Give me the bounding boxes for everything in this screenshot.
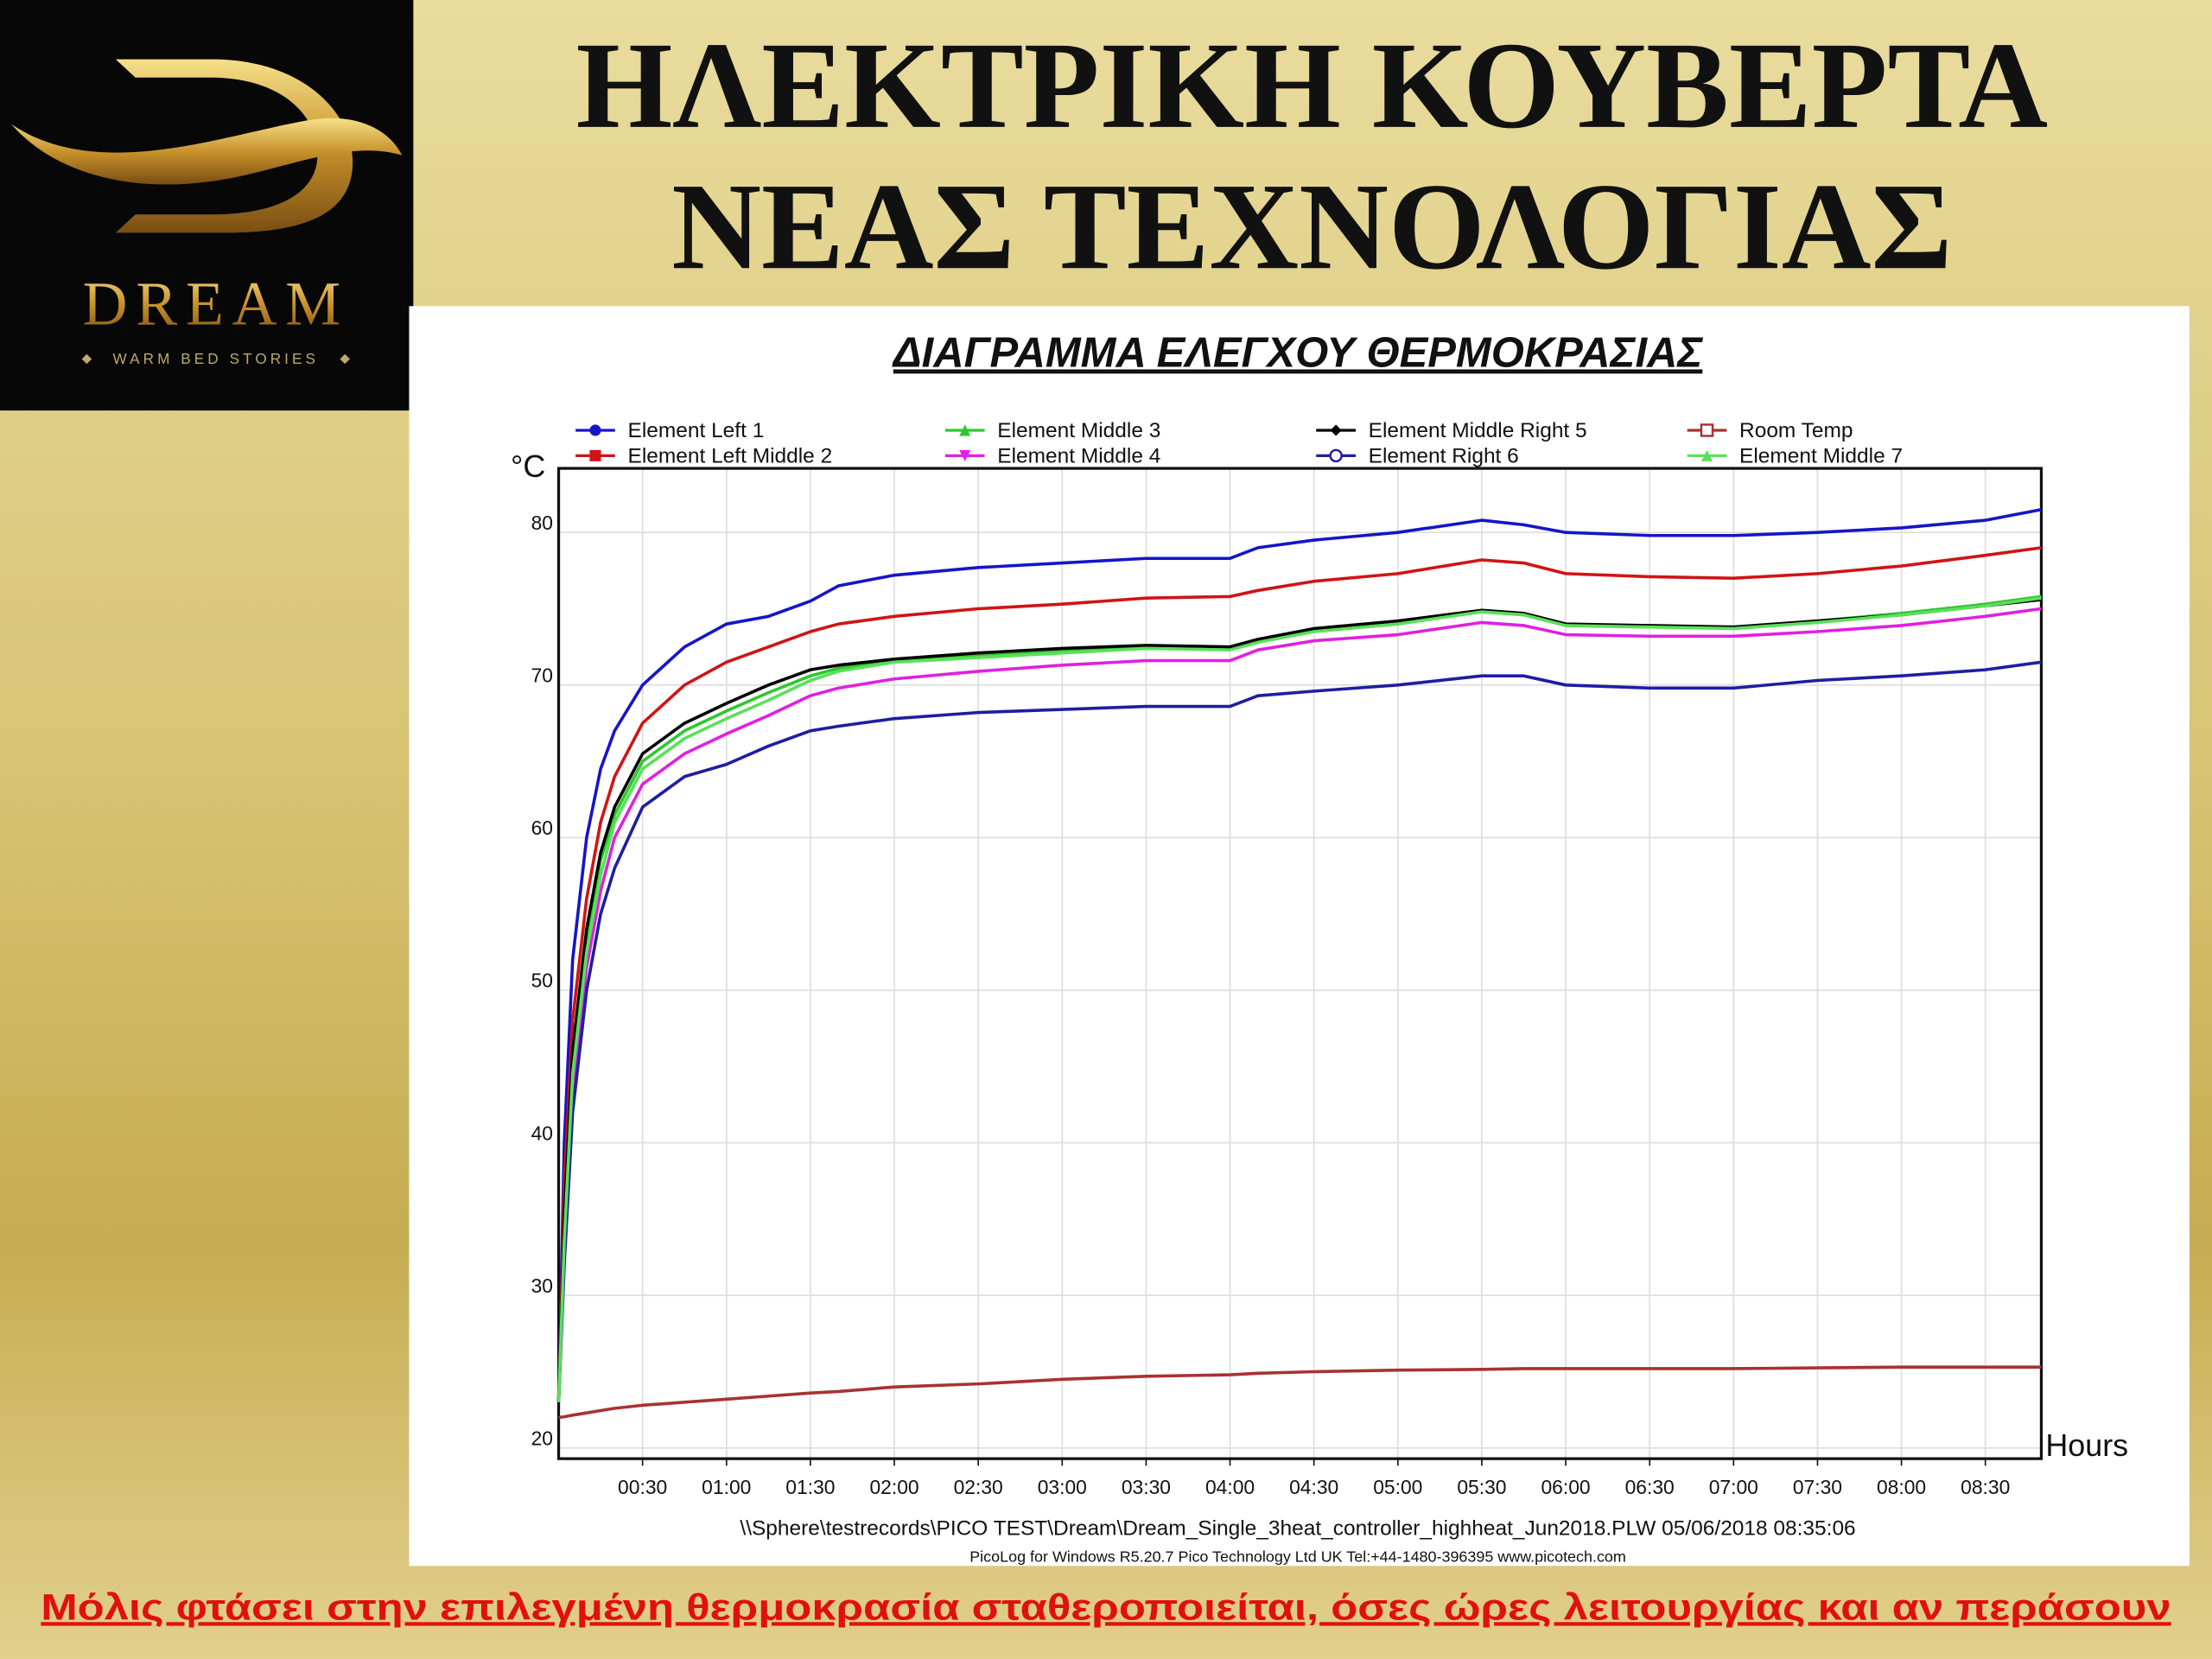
y-axis-label: °C bbox=[511, 448, 545, 484]
plot: 20 30 40 50 60 70 80 00:30 01:00 01:30 02:00 02:30 0… bbox=[531, 419, 2044, 1498]
logo-ornament bbox=[340, 353, 350, 365]
x-tick-label: 00:30 bbox=[618, 1476, 667, 1498]
x-tick-label: 03:30 bbox=[1122, 1476, 1171, 1498]
series-line bbox=[556, 660, 2042, 1402]
x-tick-label: 06:30 bbox=[1625, 1476, 1675, 1498]
x-tick-label: 05:00 bbox=[1373, 1476, 1422, 1498]
chart-footer: \\Sphere\testrecords\PICO TEST\Dream\Dre… bbox=[740, 1516, 1855, 1540]
legend-label: Room Temp bbox=[1739, 419, 1853, 442]
x-tick-label: 07:30 bbox=[1793, 1476, 1842, 1498]
x-tick-label: 02:30 bbox=[954, 1476, 1003, 1498]
legend-marker bbox=[589, 424, 601, 436]
logo-d bbox=[115, 59, 353, 233]
y-tick-label: 80 bbox=[531, 512, 553, 534]
y-tick-label: 70 bbox=[531, 664, 553, 687]
legend-marker bbox=[959, 449, 971, 461]
logo-name: DREAM bbox=[83, 270, 349, 339]
legend-label: Element Middle 4 bbox=[997, 445, 1160, 468]
x-tick-label: 01:30 bbox=[785, 1476, 835, 1498]
legend-marker bbox=[1330, 424, 1342, 436]
legend-marker bbox=[1700, 423, 1714, 437]
legend-label: Element Middle Right 5 bbox=[1369, 419, 1587, 442]
legend-label: Element Left 1 bbox=[628, 419, 765, 442]
legend-label: Element Middle 3 bbox=[997, 419, 1160, 442]
x-tick-label: 08:30 bbox=[1961, 1476, 2010, 1498]
series-line bbox=[558, 1365, 2042, 1420]
y-tick-label: 50 bbox=[531, 969, 553, 992]
chart-panel bbox=[409, 306, 2190, 1567]
legend-marker bbox=[1329, 448, 1343, 463]
x-tick-label: 04:00 bbox=[1205, 1476, 1255, 1498]
x-tick-label: 08:00 bbox=[1877, 1476, 1926, 1498]
series-line bbox=[556, 607, 2042, 1402]
caption: Μόλις φτάσει στην επιλεγμένη θερμοκρασία… bbox=[41, 1586, 2171, 1627]
x-axis-label: Hours bbox=[2045, 1427, 2128, 1463]
logo-tagline: WARM BED STORIES bbox=[113, 350, 319, 367]
legend-label: Element Middle 7 bbox=[1739, 445, 1903, 468]
series-line bbox=[556, 546, 2042, 1402]
legend-marker bbox=[589, 449, 601, 461]
x-tick-label: 05:30 bbox=[1457, 1476, 1506, 1498]
y-tick-label: 60 bbox=[531, 817, 553, 839]
slide-title: ΗΛΕΚΤΡΙΚΗ ΚΟΥΒΕΡΤΑ bbox=[576, 17, 2048, 155]
x-tick-label: 02:00 bbox=[869, 1476, 918, 1498]
x-tick-label: 06:00 bbox=[1541, 1476, 1590, 1498]
plot-frame bbox=[556, 467, 2044, 1460]
slide-title: ΝΕΑΣ ΤΕΧΝΟΛΟΓΙΑΣ bbox=[671, 158, 1952, 296]
x-tick-label: 03:00 bbox=[1038, 1476, 1087, 1498]
legend-label: Element Right 6 bbox=[1369, 445, 1519, 468]
legend-label: Element Left Middle 2 bbox=[628, 445, 833, 468]
x-tick-label: 01:00 bbox=[702, 1476, 751, 1498]
series-line bbox=[556, 507, 2042, 1402]
chart-footer: PicoLog for Windows R5.20.7 Pico Technol… bbox=[969, 1548, 1626, 1565]
logo: DREAM WARM BED STORIES bbox=[0, 0, 414, 411]
logo-ornament bbox=[81, 353, 92, 365]
y-tick-label: 30 bbox=[531, 1274, 553, 1297]
chart-title: ΔΙΑΓΡΑΜΜΑ ΕΛΕΓΧΟΥ ΘΕΡΜΟΚΡΑΣΙΑΣ bbox=[892, 329, 1704, 376]
logo-swoosh bbox=[11, 118, 403, 185]
y-tick-label: 20 bbox=[531, 1427, 553, 1450]
legend-marker bbox=[959, 424, 971, 436]
legend-marker bbox=[1700, 449, 1713, 461]
x-tick-label: 04:30 bbox=[1289, 1476, 1338, 1498]
y-tick-label: 40 bbox=[531, 1122, 553, 1144]
series-line bbox=[556, 596, 2042, 1402]
x-tick-label: 07:00 bbox=[1709, 1476, 1758, 1498]
